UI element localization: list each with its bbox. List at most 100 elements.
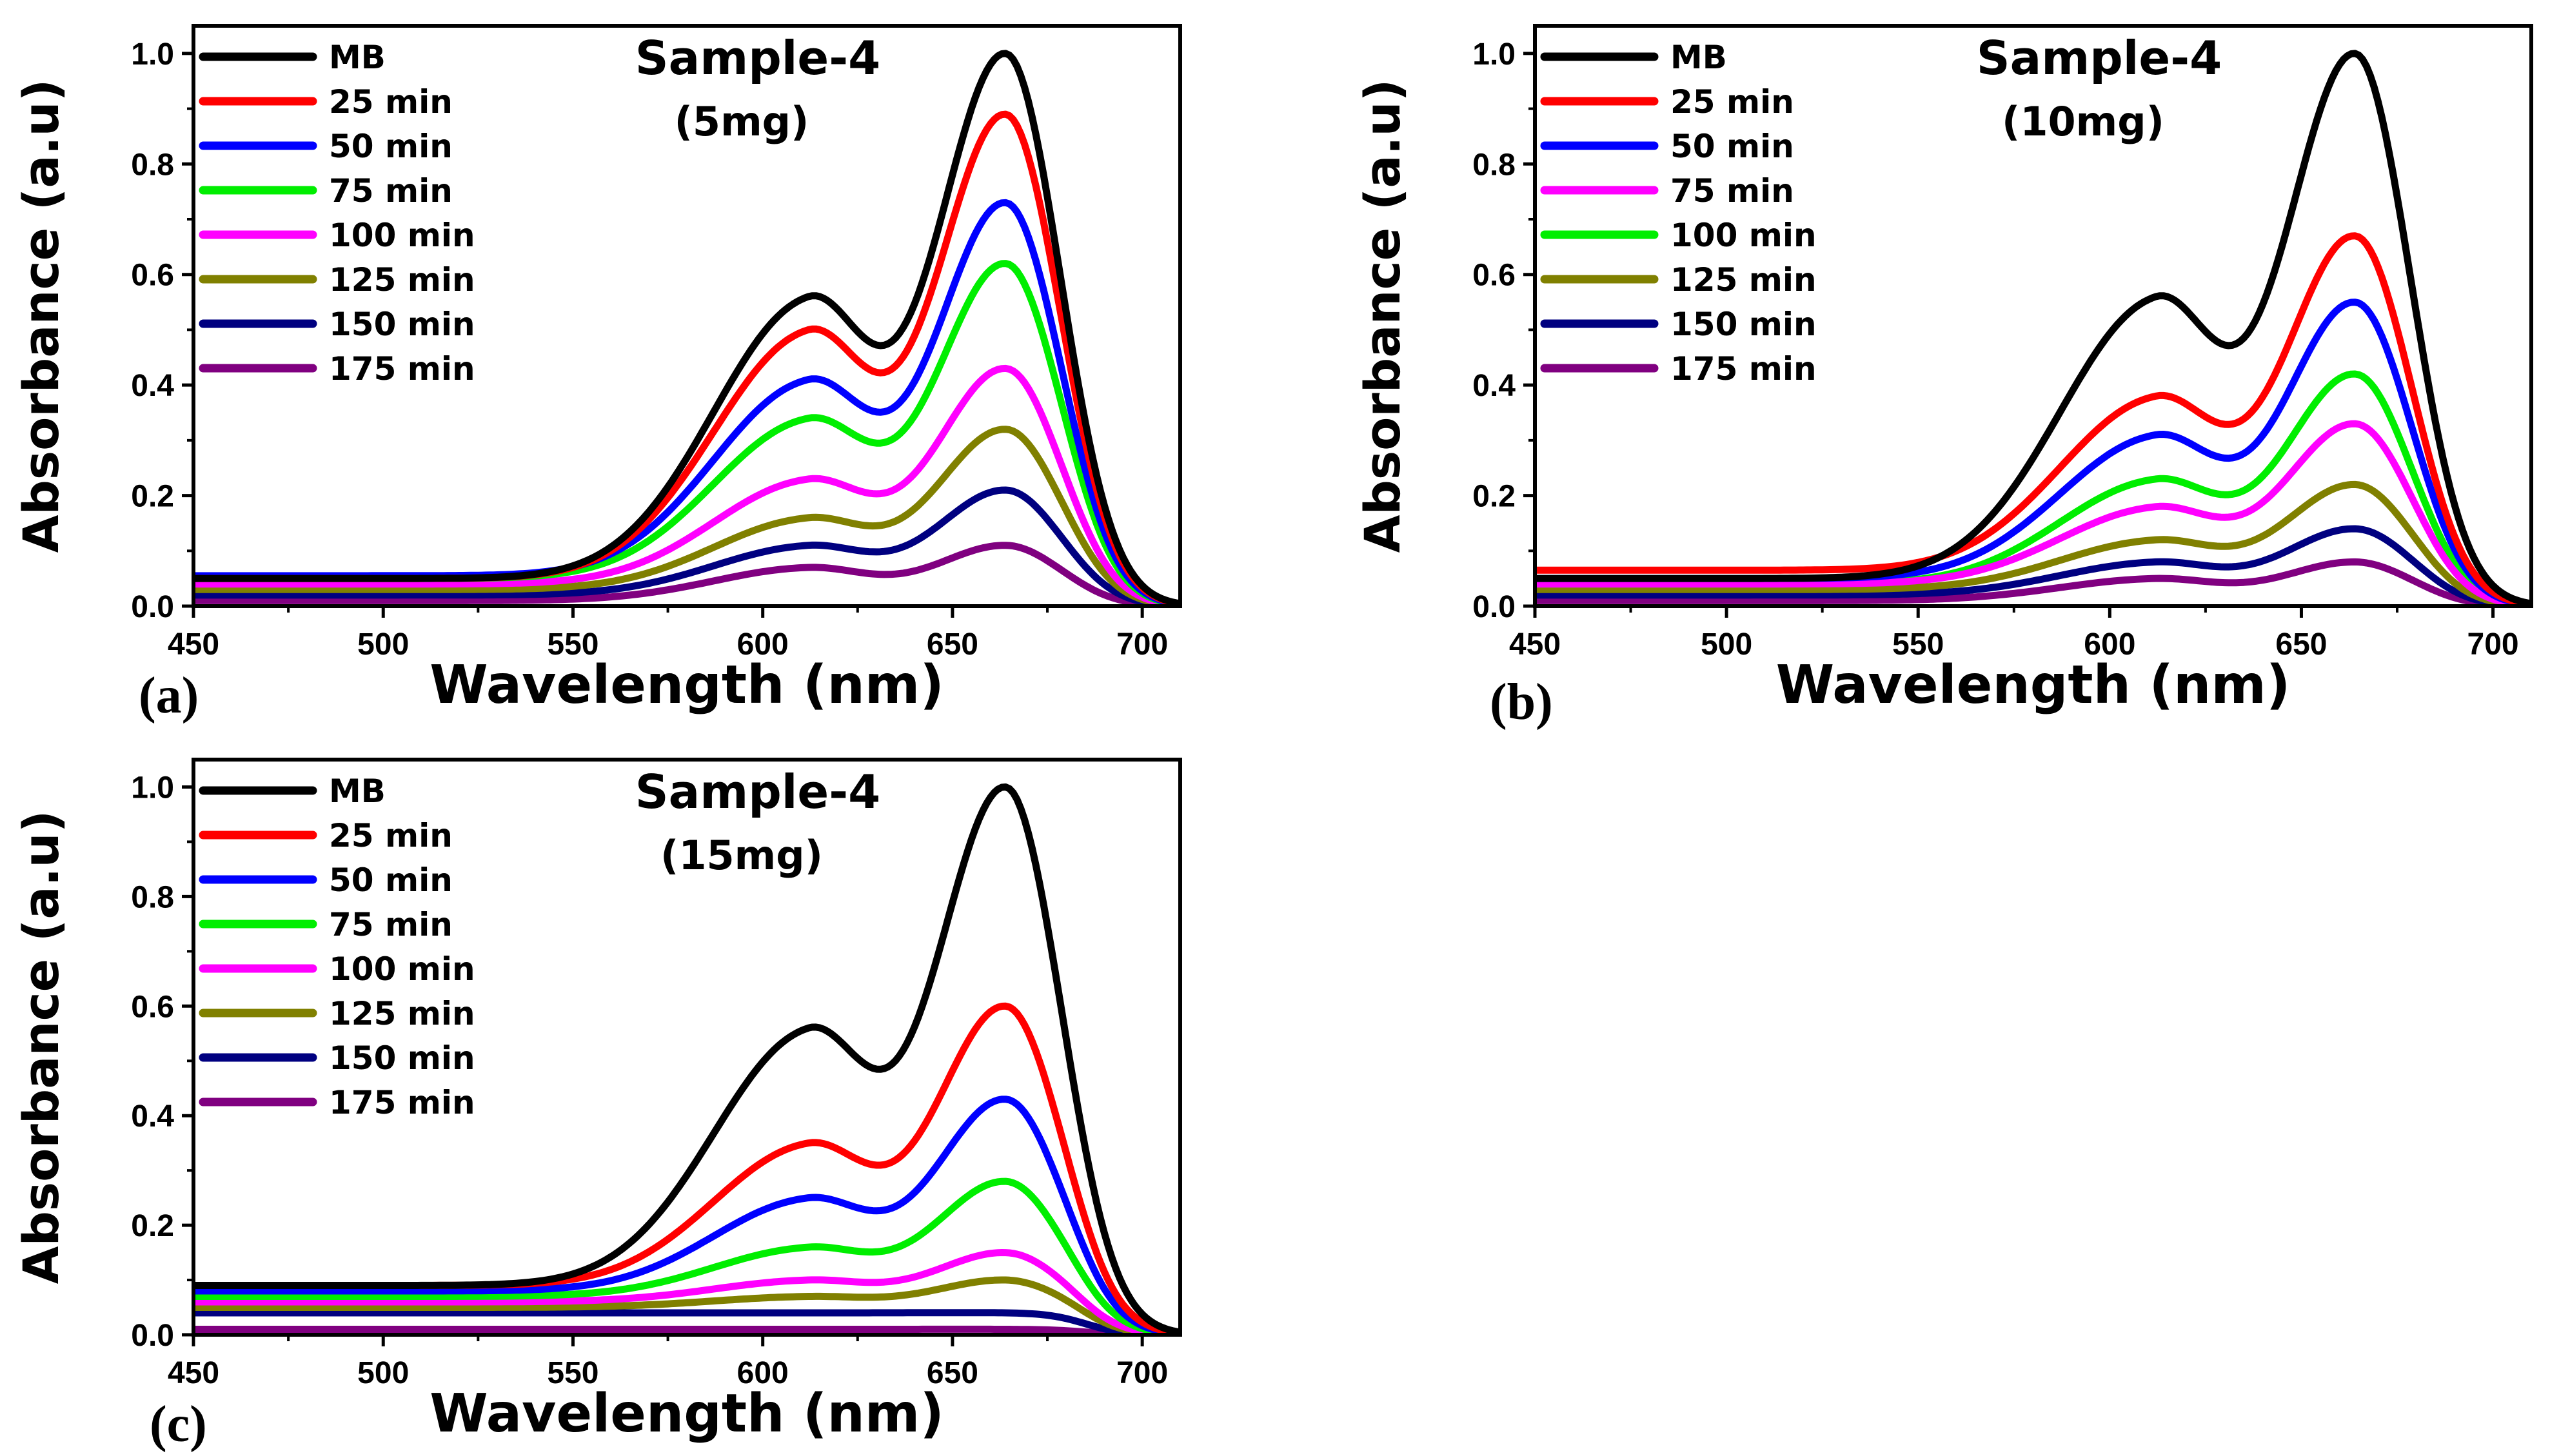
legend-item-label: 25 min [1670, 83, 1794, 121]
chart-subtitle: (15mg) [660, 832, 823, 879]
legend-item-label: 25 min [329, 817, 453, 854]
legend-item-label: 100 min [329, 217, 475, 254]
legend-item-label: 125 min [329, 995, 475, 1032]
y-tick-label: 0.6 [131, 259, 174, 293]
legend-item-label: 150 min [329, 1039, 475, 1077]
x-tick-label: 450 [168, 627, 219, 662]
plot-frame [192, 24, 1182, 608]
series-line-100-min [193, 364, 1180, 606]
x-tick-label: 450 [1509, 627, 1561, 662]
x-tick-label: 700 [1116, 1356, 1168, 1390]
legend-item-label: 50 min [329, 128, 453, 165]
series-line-150-min [193, 1309, 1180, 1335]
x-tick-label: 600 [737, 1356, 789, 1390]
y-tick-label: 0.6 [131, 990, 174, 1024]
chart-subtitle: (5mg) [675, 98, 809, 145]
y-axis-label: Absorbance (a.u) [1354, 79, 1411, 553]
x-axis-label: Wavelength (nm) [430, 1383, 944, 1444]
series-line-100-min [193, 1249, 1180, 1335]
x-tick-label: 700 [1116, 627, 1168, 662]
legend-item-label: 175 min [329, 1084, 475, 1121]
y-tick-label: 1.0 [131, 771, 174, 805]
series-line-mb [193, 50, 1180, 606]
x-tick-label: 600 [2084, 627, 2135, 662]
x-tick-label: 550 [1892, 627, 1944, 662]
legend-item-label: 75 min [329, 172, 453, 210]
series-line-150-min [193, 486, 1180, 606]
series-line-125-min [1535, 480, 2531, 606]
legend-item-label: 175 min [1670, 350, 1817, 388]
series-line-75-min [193, 1177, 1180, 1335]
legend-item-label: 50 min [1670, 128, 1794, 165]
legend-item-label: MB [329, 39, 386, 76]
series-group [1535, 50, 2531, 606]
x-tick-label: 500 [1701, 627, 1752, 662]
series-line-125-min [193, 1276, 1180, 1335]
y-tick-label: 0.4 [131, 369, 174, 403]
chart-title: Sample-4 [1977, 31, 2222, 85]
panel-b: 450 500 550 600 650 700 0.0 0.2 0.4 0.6 0.8 1.0 Wave… [1354, 24, 2533, 731]
legend-item-label: 125 min [1670, 261, 1817, 299]
y-tick-label: 1.0 [131, 37, 174, 72]
x-tick-label: 550 [547, 1356, 598, 1390]
y-tick-label: 0.6 [1472, 259, 1516, 293]
x-tick-label: 600 [737, 627, 789, 662]
y-tick-label: 0.0 [1472, 590, 1516, 624]
y-tick-label: 0.2 [131, 1209, 174, 1243]
y-tick-label: 0.8 [131, 148, 174, 182]
y-tick-label: 0.4 [131, 1099, 174, 1134]
y-axis-label: Absorbance (a.u) [12, 811, 70, 1284]
x-axis-label: Wavelength (nm) [430, 654, 944, 716]
series-line-mb [193, 783, 1180, 1335]
series-line-75-min [1535, 420, 2531, 606]
series-group [193, 783, 1180, 1335]
legend-item-label: 150 min [1670, 306, 1817, 343]
series-line-125-min [193, 426, 1180, 606]
y-tick-label: 0.2 [1472, 480, 1516, 514]
plot-frame [1533, 24, 2533, 608]
x-tick-label: 650 [2275, 627, 2327, 662]
y-tick-label: 0.4 [1472, 369, 1516, 403]
panel-letter: (b) [1490, 674, 1553, 731]
y-tick-label: 0.2 [131, 480, 174, 514]
legend-item-label: 25 min [329, 83, 453, 121]
legend-item-label: MB [329, 772, 386, 810]
chart-title: Sample-4 [635, 31, 881, 85]
chart-title: Sample-4 [635, 765, 881, 819]
panel-a: 450 500 550 600 650 700 0.0 0.2 0.4 0.6 0.8 1.0 Wave… [12, 24, 1182, 724]
legend-item-label: 75 min [1670, 172, 1794, 210]
x-tick-label: 450 [168, 1356, 219, 1390]
panel-letter: (c) [150, 1396, 207, 1453]
series-group [193, 50, 1180, 606]
legend-item-label: 75 min [329, 906, 453, 943]
y-axis-label: Absorbance (a.u) [12, 79, 70, 553]
y-tick-label: 0.8 [131, 880, 174, 914]
chart-subtitle: (10mg) [2002, 98, 2164, 145]
series-line-50-min [193, 1096, 1180, 1335]
x-tick-label: 550 [547, 627, 598, 662]
series-line-150-min [1535, 525, 2531, 606]
legend-item-label: 175 min [329, 350, 475, 388]
y-tick-label: 1.0 [1472, 37, 1516, 72]
legend-item-label: 100 min [1670, 217, 1817, 254]
series-line-175-min [1535, 558, 2531, 606]
legend-item-label: 50 min [329, 861, 453, 899]
x-axis-label: Wavelength (nm) [1776, 654, 2291, 716]
x-tick-label: 500 [357, 1356, 409, 1390]
y-tick-label: 0.0 [131, 590, 174, 624]
legend-item-label: 100 min [329, 950, 475, 988]
panel-letter: (a) [139, 667, 199, 724]
x-tick-label: 500 [357, 627, 409, 662]
series-line-175-min [193, 542, 1180, 606]
x-tick-label: 700 [2467, 627, 2519, 662]
series-line-25-min [1535, 232, 2531, 606]
panel-c: 450 500 550 600 650 700 0.0 0.2 0.4 0.6 0.8 1.0 Wave… [12, 758, 1182, 1453]
legend-item-label: MB [1670, 39, 1727, 76]
series-line-mb [1535, 50, 2531, 606]
x-tick-label: 650 [927, 627, 978, 662]
series-line-175-min [193, 1325, 1180, 1335]
legend-item-label: 150 min [329, 306, 475, 343]
legend-item-label: 125 min [329, 261, 475, 299]
y-tick-label: 0.8 [1472, 148, 1516, 182]
